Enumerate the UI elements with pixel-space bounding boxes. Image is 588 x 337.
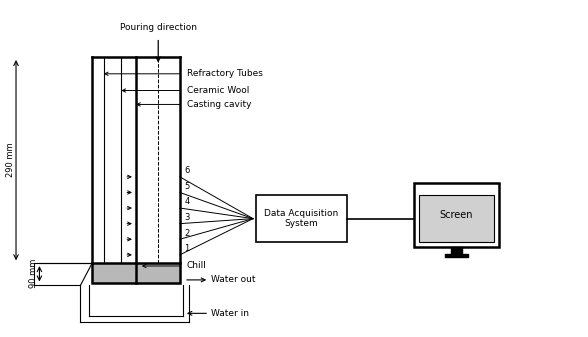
Text: Data Acquisition
System: Data Acquisition System — [264, 209, 339, 228]
Text: 4: 4 — [185, 197, 190, 206]
Text: 90 mm: 90 mm — [29, 259, 38, 288]
Text: Screen: Screen — [440, 210, 473, 220]
Bar — [92, 263, 180, 283]
Text: 3: 3 — [185, 213, 190, 222]
Bar — [414, 183, 499, 247]
Bar — [256, 195, 347, 242]
Text: Refractory Tubes: Refractory Tubes — [187, 69, 263, 78]
Text: Pouring direction: Pouring direction — [120, 23, 197, 32]
Text: 1: 1 — [185, 244, 190, 253]
Text: 5: 5 — [185, 182, 190, 191]
Text: Water in: Water in — [211, 309, 249, 318]
Bar — [419, 195, 493, 242]
Text: 2: 2 — [185, 228, 190, 238]
Text: 290 mm: 290 mm — [6, 143, 15, 178]
Text: Ceramic Wool: Ceramic Wool — [187, 86, 249, 95]
Text: Casting cavity: Casting cavity — [187, 100, 252, 109]
Text: Water out: Water out — [211, 275, 255, 284]
Text: 6: 6 — [185, 166, 190, 175]
Text: Chill: Chill — [187, 262, 207, 271]
